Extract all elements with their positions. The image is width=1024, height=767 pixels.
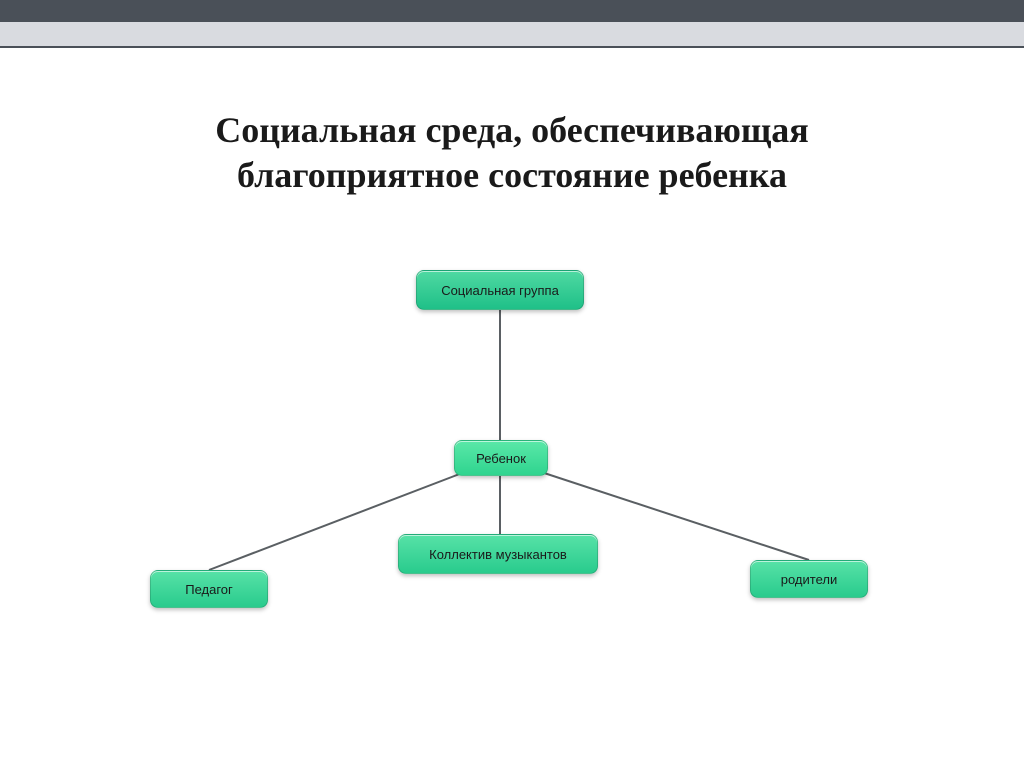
node-label: Педагог (185, 582, 233, 597)
header-bar-line (0, 46, 1024, 48)
node-social-group: Социальная группа (416, 270, 584, 310)
node-child: Ребенок (454, 440, 548, 476)
title-line-1: Социальная среда, обеспечивающая (215, 110, 809, 150)
node-collective: Коллектив музыкантов (398, 534, 598, 574)
node-label: Социальная группа (441, 283, 559, 298)
node-label: Коллектив музыкантов (429, 547, 567, 562)
node-pedagog: Педагог (150, 570, 268, 608)
node-label: родители (781, 572, 837, 587)
page-title: Социальная среда, обеспечивающая благопр… (0, 108, 1024, 198)
node-parents: родители (750, 560, 868, 598)
header-bar-light (0, 22, 1024, 46)
diagram-area: Социальная группа Ребенок Педагог Коллек… (150, 270, 870, 640)
node-label: Ребенок (476, 451, 526, 466)
header-bar-dark (0, 0, 1024, 22)
title-line-2: благоприятное состояние ребенка (237, 155, 787, 195)
